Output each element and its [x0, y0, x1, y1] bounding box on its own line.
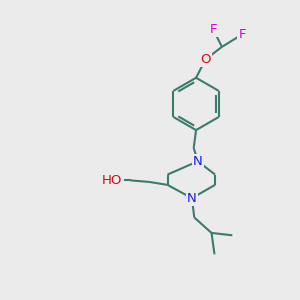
Text: F: F	[238, 28, 246, 41]
Text: N: N	[193, 155, 203, 168]
Text: N: N	[187, 192, 197, 205]
Text: F: F	[209, 22, 217, 35]
Text: O: O	[200, 53, 211, 66]
Text: HO: HO	[102, 174, 122, 187]
